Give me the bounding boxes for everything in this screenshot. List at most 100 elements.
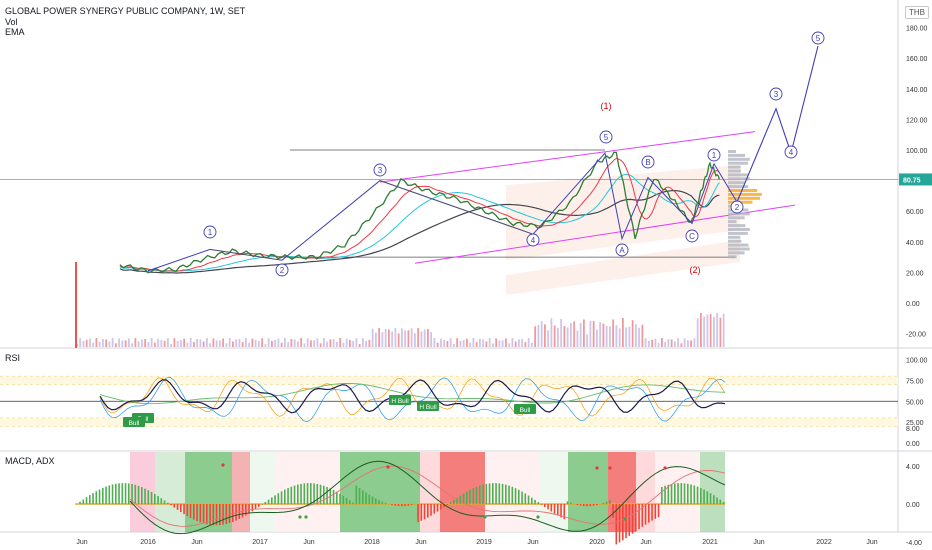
volume-bar xyxy=(638,327,641,347)
volume-bar xyxy=(670,339,673,347)
macd-histogram-bar xyxy=(258,504,260,507)
wave-projection xyxy=(736,45,819,203)
macd-histogram-bar xyxy=(589,504,592,507)
macd-pane-label[interactable]: MACD, ADX xyxy=(5,456,55,466)
volume-bar xyxy=(173,338,176,347)
macd-signal-dot xyxy=(608,466,612,470)
volume-bar xyxy=(709,314,712,347)
volume-bar xyxy=(482,339,485,347)
volume-profile-bar xyxy=(728,185,749,189)
volume-bar xyxy=(329,339,332,347)
chart-title: GLOBAL POWER SYNERGY PUBLIC COMPANY, 1W,… xyxy=(5,6,246,16)
volume-bar xyxy=(524,342,527,347)
macd-histogram-bar xyxy=(319,484,322,505)
rsi-signal-box xyxy=(389,395,411,405)
macd-histogram-bar xyxy=(657,504,660,518)
macd-histogram-bar xyxy=(518,489,520,505)
volume-bar xyxy=(284,338,286,347)
macd-tick-label: 0.00 xyxy=(906,502,920,509)
volume-bar xyxy=(225,343,228,347)
volume-bar xyxy=(219,340,221,347)
macd-histogram-bar xyxy=(612,504,614,518)
ema-indicator-label[interactable]: EMA xyxy=(5,27,25,37)
volume-profile-bar xyxy=(728,220,737,224)
volume-bar xyxy=(391,331,394,347)
macd-histogram-bar xyxy=(215,504,218,526)
channel-upper xyxy=(379,131,756,183)
macd-histogram-bar xyxy=(521,491,523,505)
ema-slow-line xyxy=(119,190,720,274)
volume-bar xyxy=(573,321,576,347)
rsi-pane-label[interactable]: RSI xyxy=(5,353,21,363)
wave-label-text: 5 xyxy=(816,34,821,43)
volume-bar xyxy=(644,338,647,347)
volume-bar xyxy=(443,339,446,347)
macd-histogram-bar xyxy=(157,496,159,505)
macd-histogram-bar xyxy=(488,483,491,505)
price-tick-label: 160.00 xyxy=(906,56,928,63)
volume-bar xyxy=(323,338,325,347)
volume-bar xyxy=(365,340,368,347)
wave-label-circle xyxy=(373,163,387,177)
volume-bar xyxy=(332,339,335,347)
x-axis-label: Jun xyxy=(527,539,538,546)
volume-bar xyxy=(713,317,715,347)
macd-histogram-bar xyxy=(544,504,546,508)
volume-bar xyxy=(661,338,663,347)
macd-histogram-bar xyxy=(160,498,163,505)
volume-bar xyxy=(163,340,166,347)
macd-histogram-bar xyxy=(267,499,270,505)
volume-bar xyxy=(261,338,264,347)
macd-histogram-bar xyxy=(108,485,111,505)
volume-bar xyxy=(657,342,660,347)
volume-profile-bar xyxy=(728,224,746,228)
volume-bar xyxy=(176,340,179,347)
macd-histogram-bar xyxy=(118,483,120,505)
macd-histogram-bar xyxy=(167,502,169,505)
macd-signal-dot xyxy=(595,466,599,470)
rsi-line xyxy=(99,379,726,414)
volume-bar xyxy=(492,343,494,347)
volume-bar xyxy=(605,325,608,347)
wave-label-text: 1 xyxy=(208,228,213,237)
volume-bar xyxy=(505,338,507,347)
macd-histogram-bar xyxy=(495,483,497,505)
macd-adx-zone xyxy=(420,452,440,532)
volume-bar xyxy=(183,338,186,347)
volume-bar xyxy=(352,340,355,347)
macd-histogram-bar xyxy=(654,504,657,519)
macd-histogram-bar xyxy=(433,504,436,514)
volume-bar xyxy=(313,340,316,347)
volume-bar xyxy=(648,340,650,347)
volume-bar xyxy=(420,331,423,347)
vol-indicator-label[interactable]: Vol xyxy=(5,17,18,27)
volume-profile-bar xyxy=(728,173,749,177)
volume-profile-bar xyxy=(728,169,741,173)
macd-signal-dot xyxy=(298,515,302,519)
macd-histogram-bar xyxy=(183,504,185,515)
price-tick-label: 140.00 xyxy=(906,87,928,94)
volume-bar xyxy=(345,338,348,347)
x-axis-label: Jun xyxy=(753,539,764,546)
macd-histogram-bar xyxy=(479,485,481,505)
currency-badge[interactable]: THB xyxy=(905,6,929,19)
volume-bar xyxy=(267,338,270,347)
price-line xyxy=(119,151,721,274)
volume-bar xyxy=(703,316,706,347)
volume-bar xyxy=(170,343,173,347)
macd-signal-dot xyxy=(221,463,225,467)
volume-bar xyxy=(449,338,452,347)
volume-bar xyxy=(241,342,244,347)
macd-histogram-bar xyxy=(144,488,146,505)
macd-histogram-bar xyxy=(293,485,296,505)
macd-histogram-bar xyxy=(92,493,94,505)
rsi-signal-label: H Bull xyxy=(391,398,409,405)
price-tick-label: 120.00 xyxy=(906,117,928,124)
macd-histogram-bar xyxy=(407,504,410,506)
volume-bar xyxy=(186,342,189,347)
macd-histogram-bar xyxy=(339,493,341,505)
volume-bar xyxy=(141,339,143,347)
macd-histogram-bar xyxy=(648,504,650,523)
macd-histogram-bar xyxy=(563,504,566,520)
rsi-signal-label: H Bull xyxy=(419,404,437,411)
